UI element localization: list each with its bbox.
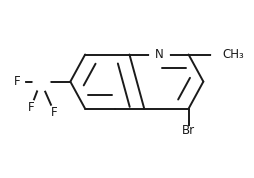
Text: F: F xyxy=(28,101,34,114)
Text: CH₃: CH₃ xyxy=(223,48,244,61)
Text: Br: Br xyxy=(182,124,195,137)
Text: N: N xyxy=(155,48,163,61)
Text: F: F xyxy=(51,106,58,119)
Text: F: F xyxy=(14,75,21,88)
